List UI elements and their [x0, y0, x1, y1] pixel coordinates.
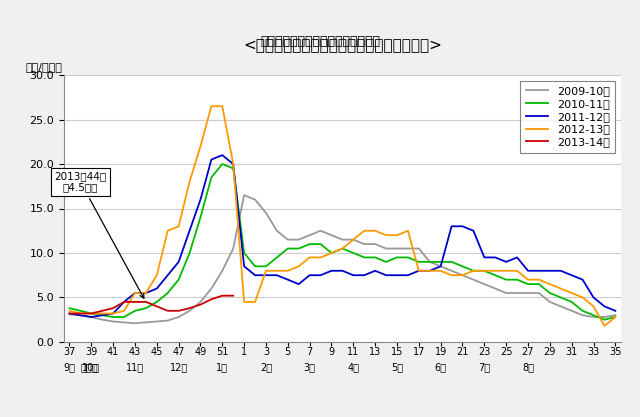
Text: 3月: 3月 [303, 362, 316, 372]
Legend: 2009-10年, 2010-11年, 2011-12年, 2012-13年, 2013-14年: 2009-10年, 2010-11年, 2011-12年, 2012-13年, … [520, 80, 615, 153]
2010-11年 [218, 161, 226, 166]
Line: 2009-10年: 2009-10年 [70, 195, 615, 323]
2013-14年 [218, 293, 226, 298]
2011-12年 [611, 308, 619, 313]
2013-14年 [164, 308, 172, 313]
2010-11年 [470, 268, 477, 273]
2011-12年 [481, 255, 488, 260]
2009-10年 [262, 211, 270, 216]
2010-11年 [186, 251, 193, 256]
2013-14年 [88, 311, 95, 316]
Text: 9月: 9月 [63, 362, 76, 372]
2010-11年 [589, 313, 597, 318]
2009-10年 [66, 312, 74, 317]
Text: 2月: 2月 [260, 362, 272, 372]
2012-13年 [186, 179, 193, 184]
Text: 5月: 5月 [391, 362, 403, 372]
2010-11年 [611, 314, 619, 319]
2009-10年 [448, 268, 456, 273]
2010-11年 [437, 259, 445, 264]
2012-13年 [252, 299, 259, 304]
Text: 12月: 12月 [170, 362, 188, 372]
2013-14年 [229, 293, 237, 298]
Text: 11月: 11月 [126, 362, 144, 372]
Line: 2010-11年: 2010-11年 [70, 164, 615, 320]
2013-14年 [142, 299, 150, 304]
Text: 1月: 1月 [216, 362, 228, 372]
2011-12年 [262, 273, 270, 278]
2012-13年 [240, 299, 248, 304]
2011-12年 [218, 153, 226, 158]
2011-12年 [66, 311, 74, 316]
2013-14年 [186, 306, 193, 311]
2013-14年 [109, 306, 117, 311]
2013-14年 [153, 304, 161, 309]
2009-10年 [252, 197, 259, 202]
2011-12年 [252, 273, 259, 278]
2013-14年 [131, 299, 139, 304]
2012-13年 [600, 324, 608, 329]
Line: 2012-13年: 2012-13年 [70, 106, 615, 326]
2012-13年 [207, 104, 215, 109]
2013-14年 [175, 308, 182, 313]
2013-14年 [120, 299, 128, 304]
Text: （人/定点）: （人/定点） [25, 63, 62, 73]
2011-12年 [196, 197, 204, 202]
2013-14年 [207, 297, 215, 302]
Text: 2013年44週
（4.5人）: 2013年44週 （4.5人） [54, 171, 144, 298]
2010-11年 [240, 251, 248, 256]
2009-10年 [131, 321, 139, 326]
2009-10年 [611, 313, 619, 318]
Text: 7月: 7月 [478, 362, 490, 372]
Text: （週）: （週） [81, 362, 98, 372]
2009-10年 [196, 299, 204, 304]
2009-10年 [240, 193, 248, 198]
Line: 2011-12年: 2011-12年 [70, 155, 615, 317]
Text: 6月: 6月 [435, 362, 447, 372]
2013-14年 [77, 311, 84, 316]
Line: 2013-14年: 2013-14年 [70, 296, 233, 314]
2013-14年 [99, 308, 106, 313]
2013-14年 [66, 311, 74, 316]
2012-13年 [611, 314, 619, 319]
2009-10年 [600, 314, 608, 319]
Title: <感染性胃腸炎の定点当たり患者報告数推移>: <感染性胃腸炎の定点当たり患者報告数推移> [243, 38, 442, 53]
2009-10年 [481, 281, 488, 286]
2012-13年 [66, 308, 74, 313]
2011-12年 [600, 304, 608, 309]
2011-12年 [448, 224, 456, 229]
2013-14年 [196, 302, 204, 307]
Text: 10月: 10月 [82, 362, 100, 372]
2012-13年 [437, 268, 445, 273]
2012-13年 [470, 268, 477, 273]
Text: 8月: 8月 [522, 362, 534, 372]
Text: 4月: 4月 [348, 362, 359, 372]
2010-11年 [66, 306, 74, 311]
2012-13年 [589, 304, 597, 309]
Text: （定点医療機関からの報告による）: （定点医療機関からの報告による） [260, 35, 380, 48]
2010-11年 [600, 317, 608, 322]
2010-11年 [252, 264, 259, 269]
2011-12年 [88, 314, 95, 319]
